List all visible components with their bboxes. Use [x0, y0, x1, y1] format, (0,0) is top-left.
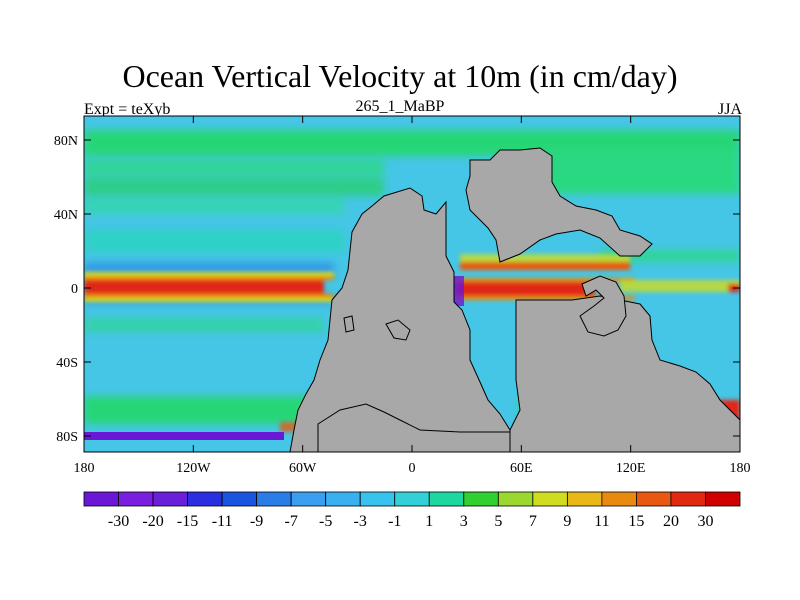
colorbar	[83, 491, 741, 507]
lon-tick-label: 60E	[510, 461, 533, 476]
colorbar-label: -7	[284, 513, 297, 530]
lat-tick-label: 40S	[56, 356, 78, 371]
colorbar-label: 1	[425, 513, 433, 530]
colorbar-swatch	[290, 491, 327, 507]
colorbar-swatch	[256, 491, 292, 507]
colorbar-swatch	[636, 491, 672, 507]
colorbar-swatch	[566, 491, 603, 507]
map-field	[84, 116, 740, 452]
colorbar-label: -30	[108, 513, 129, 530]
colorbar-label: 7	[529, 513, 537, 530]
colorbar-swatch	[152, 491, 188, 507]
map-title: Ocean Vertical Velocity at 10m (in cm/da…	[122, 58, 678, 94]
colorbar-label: -5	[319, 513, 332, 530]
lon-tick-label: 120W	[176, 461, 211, 476]
colorbar-label: 15	[628, 513, 644, 530]
colorbar-label: 20	[663, 513, 679, 530]
colorbar-label: -9	[250, 513, 263, 530]
colorbar-swatch	[221, 491, 258, 507]
colorbar-labels: -30 -20 -15 -11 -9 -7 -5 -3 -1 1 3 5 7 9 11 15 20 30	[108, 513, 714, 530]
land-islet	[385, 319, 411, 341]
colorbar-swatch	[705, 491, 741, 507]
lon-tick-label: 60W	[289, 461, 317, 476]
colorbar-label: -3	[354, 513, 367, 530]
time-label: 265_1_MaBP	[355, 98, 445, 115]
colorbar-label: 9	[563, 513, 571, 530]
colorbar-label: -1	[388, 513, 401, 530]
colorbar-swatch	[428, 491, 465, 507]
southern-downwelling	[84, 432, 284, 440]
colorbar-label: 11	[594, 513, 609, 530]
colorbar-swatch	[187, 491, 223, 507]
colorbar-swatch	[497, 491, 534, 507]
colorbar-swatch	[670, 491, 706, 507]
season-label: JJA	[717, 101, 742, 118]
colorbar-label: -20	[142, 513, 163, 530]
colorbar-swatch	[325, 491, 361, 507]
colorbar-label: 30	[697, 513, 713, 530]
lat-tick-label: 0	[71, 282, 78, 297]
colorbar-swatch	[118, 491, 154, 507]
lat-tick-label: 40N	[54, 208, 78, 223]
experiment-label: Expt = teXyb	[84, 101, 171, 118]
colorbar-swatch	[532, 491, 568, 507]
latitude-axis: 80N 40N 0 40S 80S	[54, 134, 740, 445]
land-masses	[289, 147, 740, 452]
land-south-polar	[317, 403, 511, 452]
lon-tick-label: 180	[74, 461, 95, 476]
colorbar-swatch	[359, 491, 396, 507]
land-island	[579, 275, 627, 337]
lat-tick-label: 80S	[56, 430, 78, 445]
colorbar-label: -15	[177, 513, 198, 530]
lon-tick-label: 120E	[616, 461, 646, 476]
land-islet	[343, 315, 355, 333]
lon-tick-label: 180	[730, 461, 751, 476]
land-north	[465, 147, 653, 263]
coastal-downwelling	[454, 276, 464, 306]
colorbar-swatch	[394, 491, 430, 507]
colorbar-label: 3	[460, 513, 468, 530]
lat-tick-label: 80N	[54, 134, 78, 149]
colorbar-swatch	[601, 491, 637, 507]
longitude-axis: 180 120W 60W 0 60E 120E 180	[74, 116, 751, 476]
lon-tick-label: 0	[409, 461, 416, 476]
colorbar-label: 5	[494, 513, 502, 530]
velocity-bands	[84, 130, 740, 426]
colorbar-swatch	[463, 491, 499, 507]
land-west	[289, 187, 511, 452]
colorbar-swatch	[83, 491, 119, 507]
colorbar-label: -11	[212, 513, 233, 530]
